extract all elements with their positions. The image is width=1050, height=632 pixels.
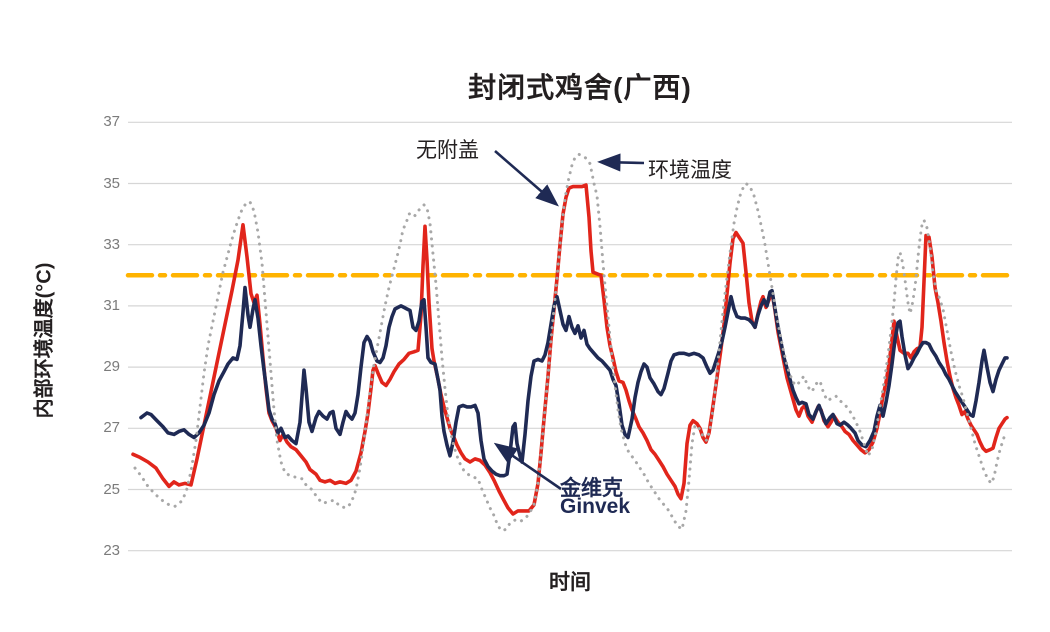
- label-huanjingwendu: 环境温度: [648, 159, 732, 182]
- y-tick-label-37: 37: [103, 113, 120, 131]
- y-tick-label-33: 33: [103, 235, 120, 253]
- arrow-to-navy-line: [493, 442, 562, 491]
- data-series: [131, 152, 1009, 533]
- series-line-1: [139, 285, 1009, 478]
- y-axis-title: 内部环境温度(°C): [33, 262, 56, 419]
- y-tick-label-25: 25: [103, 480, 120, 498]
- y-tick-label-27: 27: [103, 419, 120, 437]
- y-tick-label-23: 23: [103, 541, 120, 559]
- arrow-to-red-peak: [494, 150, 559, 207]
- label-jinweike-cn: 金维克: [560, 477, 623, 500]
- x-axis-title: 时间: [549, 571, 591, 594]
- y-tick-label-35: 35: [103, 174, 120, 192]
- arrow-to-gray-dots: [597, 153, 645, 172]
- label-wufugai: 无附盖: [416, 139, 479, 162]
- series-line-0: [131, 183, 1009, 516]
- label-jinweike-en: Ginvek: [560, 495, 631, 518]
- chart-title: 封闭式鸡舍(广西): [468, 72, 692, 103]
- y-tick-label-31: 31: [103, 296, 120, 314]
- annotation-arrows: [493, 150, 645, 491]
- y-tick-label-29: 29: [103, 358, 120, 376]
